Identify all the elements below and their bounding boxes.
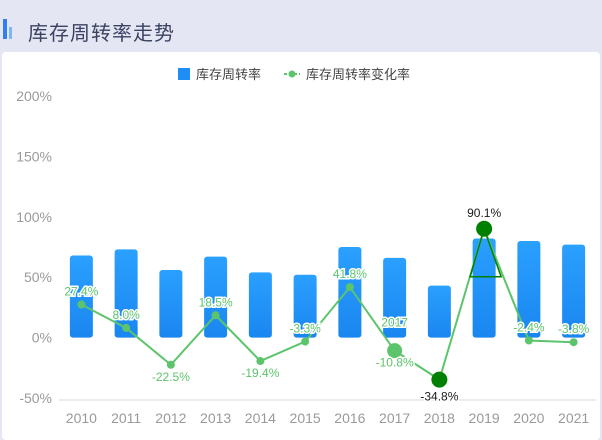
data-label-2015: -3.3% [289,322,321,336]
data-label-2011: 8.0% [112,308,140,322]
bar-2011 [114,249,138,338]
x-tick-label: 2015 [290,410,321,426]
legend-swatch-dot [288,70,296,78]
line-point-2016 [345,283,354,292]
max-point-2019 [476,220,493,237]
y-tick-label: -50% [19,390,52,406]
hover-point-2017 [387,343,403,359]
title-accent-bar [3,19,7,39]
y-tick-label: 100% [16,209,52,225]
data-label-2017: -10.8% [376,356,414,370]
line-point-2010 [77,300,86,309]
y-axis: 200% 150% 100% 50% 0% -50% [16,88,52,406]
legend-label-line[interactable]: 库存周转率变化率 [306,67,410,82]
x-tick-label: 2017 [379,410,410,426]
x-tick-label: 2012 [155,410,186,426]
data-label-2019: 90.1% [467,206,501,220]
line-point-2011 [122,323,131,332]
data-labels: 27.4% 8.0% -22.5% 18.5% -19.4% -3.3% 41.8% -10.… [63,204,591,405]
x-axis: 2010 2011 2012 2013 2014 2015 2016 2017 2018 2019… [59,399,596,426]
y-tick-label: 50% [24,269,52,285]
data-label-2018: -34.8% [420,390,458,404]
y-tick-label: 150% [16,148,52,164]
bar-2019 [472,238,496,338]
x-tick-label: 2020 [513,410,544,426]
x-tick-label: 2014 [245,410,276,426]
bar-2020 [517,240,541,338]
bar-2015 [293,274,317,338]
bar-2012 [159,269,183,338]
y-tick-label: 200% [16,88,52,104]
x-tick-label: 2018 [424,410,455,426]
legend-label-bar[interactable]: 库存周转率 [196,67,261,82]
line-point-2020 [524,336,533,345]
bar-2013 [204,256,228,338]
header: 库存周转率走势 [0,0,602,52]
y-tick-label: 0% [32,330,52,346]
data-label-2021: -3.8% [558,322,590,336]
line-point-2013 [211,311,220,320]
page-title: 库存周转率走势 [28,23,175,45]
change-rate-line [80,225,574,382]
line-point-2014 [256,357,265,366]
legend-swatch-bar [178,68,190,80]
data-label-2013: 18.5% [199,295,233,309]
line-point-2012 [166,360,175,369]
line-series [77,220,578,388]
bar-2017 [383,257,407,338]
data-label-2010: 27.4% [64,285,98,299]
x-tick-label: 2010 [66,410,97,426]
data-label-2016: 41.8% [333,267,367,281]
bar-2021 [562,244,586,338]
legend: 库存周转率 库存周转率变化率 [178,67,410,82]
data-label-2014: -19.4% [241,366,279,380]
x-tick-label: 2016 [334,410,365,426]
data-label-2020: -2.4% [513,320,545,334]
x-tick-label: 2019 [469,410,500,426]
line-point-2015 [301,337,310,346]
min-point-2018 [431,371,448,388]
title-accent-bar-light [9,27,12,39]
line-point-2021 [569,338,578,347]
bar-2018 [427,285,451,338]
max-highlight-wedge [469,226,503,278]
chart-card [2,52,600,440]
x-tick-label: 2011 [111,410,141,426]
hover-year-label: 2017 [381,316,408,330]
bar-2010 [69,255,93,338]
bar-series [69,238,586,338]
data-label-2012: -22.5% [152,370,190,384]
bar-2014 [248,272,272,338]
x-tick-label: 2013 [200,410,231,426]
x-tick-label: 2021 [558,410,589,426]
bar-2016 [338,247,362,338]
